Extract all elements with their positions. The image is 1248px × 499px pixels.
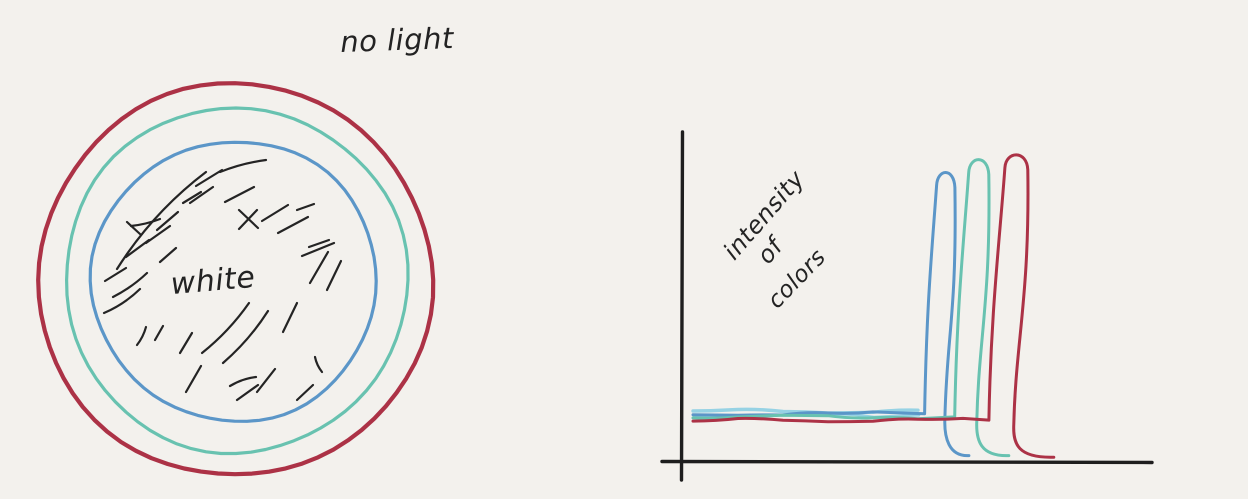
hatch-stroke: [111, 271, 149, 299]
intensity-curves: [691, 153, 1056, 459]
hatch-stroke: [281, 301, 299, 334]
hatch-stroke: [178, 331, 194, 355]
hatch-stroke: [158, 246, 178, 264]
hatch-stroke: [181, 190, 203, 205]
hatch-stroke: [295, 202, 316, 212]
hatch-stroke: [276, 215, 310, 235]
hatch-stroke: [188, 185, 215, 205]
y-axis-line: [679, 130, 685, 482]
circle-ring-outer: [36, 81, 436, 477]
hatch-stroke: [125, 220, 142, 236]
chart-axes: [660, 130, 1154, 482]
hatch-stroke: [308, 250, 330, 285]
hatch-stroke: [155, 210, 180, 232]
hatch-stroke: [103, 266, 128, 283]
hatch-stroke: [223, 185, 256, 204]
circle-ring-inner: [88, 140, 378, 423]
hatch-stroke: [135, 325, 148, 347]
hatch-stroke: [129, 217, 162, 228]
hatch-stroke: [221, 309, 270, 365]
hatch-stroke: [144, 224, 172, 245]
hatch-stroke: [235, 383, 260, 402]
hatch-stroke: [295, 383, 315, 402]
hatch-stroke: [300, 241, 336, 258]
series-curve-teal: [691, 158, 1011, 458]
concentric-circles: [36, 81, 436, 477]
circle-ring-middle: [65, 106, 410, 456]
white-label: white: [169, 259, 257, 303]
hatch-stroke: [255, 367, 277, 394]
hatch-stroke: [200, 301, 251, 355]
x-axis-line: [660, 459, 1154, 465]
hatch-stroke: [218, 158, 268, 174]
hatch-stroke: [260, 203, 290, 223]
hatch-stroke: [153, 324, 165, 342]
hatch-stroke: [228, 375, 258, 388]
series-curve-blue: [691, 171, 971, 458]
hatch-stroke: [313, 355, 324, 374]
hatch-stroke: [237, 208, 259, 231]
hatch-stroke: [184, 364, 203, 394]
no-light-label: no light: [339, 21, 455, 59]
hatch-stroke: [102, 287, 142, 315]
scribble-hatching: [102, 158, 343, 402]
hatch-stroke: [325, 259, 343, 292]
hatch-stroke: [307, 238, 331, 249]
hatch-stroke: [194, 168, 224, 188]
series-curve-red: [691, 153, 1056, 459]
